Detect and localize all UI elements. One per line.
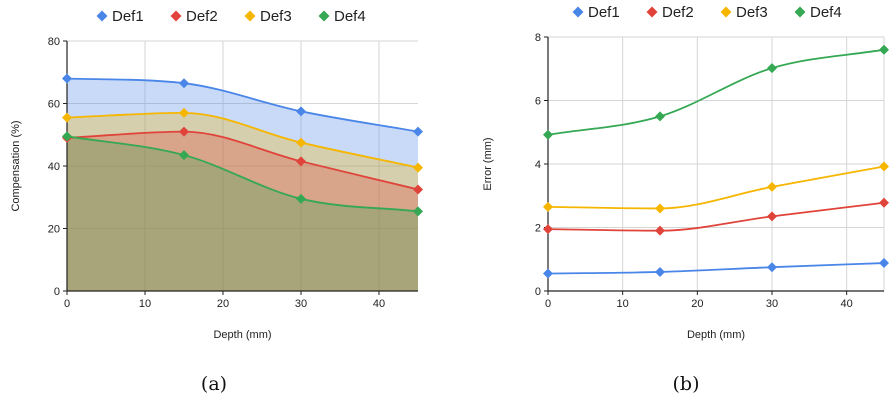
chart-a-legend-marker-def3 — [244, 10, 256, 22]
chart-a-point-def1 — [62, 73, 72, 84]
chart-b-point-def4 — [655, 111, 665, 122]
chart-a-line-def2 — [66, 130, 419, 191]
chart-b-legend-label-def2: Def2 — [662, 4, 694, 21]
chart-a-y-tick-label: 20 — [48, 224, 60, 236]
chart-a-point-def4 — [179, 150, 189, 161]
chart-b-x-axis-label: Depth (mm) — [687, 329, 745, 341]
chart-b-point-def2 — [655, 225, 665, 236]
chart-b-y-tick-label: 2 — [535, 223, 541, 235]
chart-a-y-tick-label: 0 — [54, 286, 60, 298]
chart-b-point-def4 — [543, 129, 553, 140]
chart-a: 0 10 20 30 40 0 20 40 60 80 Depth (mm) Compensation… — [10, 8, 423, 395]
chart-a-y-tick-label: 40 — [48, 161, 60, 173]
chart-a-legend-label-def1: Def1 — [112, 8, 144, 25]
chart-b-legend-label-def4: Def4 — [810, 4, 842, 21]
chart-b-y-tick-label: 6 — [535, 96, 541, 108]
chart-a-line-def3 — [66, 111, 419, 169]
chart-a-point-def2 — [413, 184, 423, 195]
chart-b-point-def2 — [767, 211, 777, 222]
chart-a-area-def3 — [67, 112, 418, 291]
chart-b-x-tick-label: 20 — [691, 298, 703, 310]
chart-a-caption: (a) — [201, 373, 227, 395]
chart-b-point-def1 — [655, 266, 665, 277]
chart-a-point-def4 — [413, 206, 423, 217]
chart-b-point-def3 — [767, 181, 777, 192]
chart-b-x-tick-label: 0 — [545, 298, 551, 310]
chart-b-point-def3 — [543, 201, 553, 212]
chart-a-point-def3 — [62, 112, 72, 123]
chart-a-legend-marker-def1 — [96, 10, 108, 22]
chart-b-point-def4 — [767, 63, 777, 74]
chart-b-point-def2 — [879, 197, 889, 208]
chart-a-point-def2 — [296, 156, 306, 167]
chart-a-y-tick-label: 60 — [48, 99, 60, 111]
chart-b-y-tick-label: 4 — [535, 159, 541, 171]
chart-a-point-def2 — [179, 126, 189, 137]
chart-b-legend-marker-def1 — [572, 6, 584, 18]
chart-b-line-def4 — [547, 48, 885, 136]
chart-a-point-def4 — [62, 131, 72, 142]
chart-b-y-axis-label: Error (mm) — [482, 137, 494, 190]
chart-a-legend-marker-def2 — [170, 10, 182, 22]
chart-b-line-def2 — [547, 201, 885, 232]
chart-b-y-tick-label: 8 — [535, 32, 541, 44]
chart-b-point-def1 — [879, 258, 889, 269]
chart-b-point-def3 — [879, 161, 889, 172]
chart-a-x-tick-label: 10 — [139, 298, 151, 310]
chart-a-point-def3 — [179, 107, 189, 118]
chart-b-point-def3 — [655, 203, 665, 214]
chart-a-legend-label-def3: Def3 — [260, 8, 292, 25]
chart-b-legend-label-def3: Def3 — [736, 4, 768, 21]
chart-b-point-def1 — [543, 268, 553, 279]
chart-a-area-def2 — [67, 131, 418, 291]
chart-b-point-def2 — [543, 224, 553, 235]
chart-a-legend-marker-def4 — [318, 10, 330, 22]
chart-a-x-tick-label: 20 — [217, 298, 229, 310]
chart-a-point-def3 — [296, 137, 306, 148]
chart-a-point-def1 — [296, 106, 306, 117]
chart-a-line-def4 — [66, 135, 419, 213]
chart-a-point-def3 — [413, 162, 423, 173]
chart-a-line-def1 — [66, 77, 419, 133]
chart-b-x-tick-label: 10 — [617, 298, 629, 310]
chart-a-legend-label-def4: Def4 — [334, 8, 366, 25]
chart-a-legend-label-def2: Def2 — [186, 8, 218, 25]
chart-a-area-def4 — [67, 136, 418, 291]
chart-a-x-axis-label: Depth (mm) — [213, 329, 271, 341]
chart-a-y-axis-label: Compensation (%) — [10, 120, 22, 211]
chart-a-point-def1 — [413, 126, 423, 137]
chart-b-legend-marker-def4 — [794, 6, 806, 18]
chart-b-point-def1 — [767, 262, 777, 273]
chart-a-point-def4 — [296, 193, 306, 204]
chart-b: 0 10 20 30 40 0 2 4 6 8 Depth (mm) Error (mm) Def1 De… — [482, 4, 889, 395]
chart-b-x-tick-label: 40 — [841, 298, 853, 310]
chart-b-legend-label-def1: Def1 — [588, 4, 620, 21]
chart-b-caption: (b) — [673, 373, 700, 395]
chart-b-legend-marker-def3 — [720, 6, 732, 18]
chart-a-y-tick-label: 80 — [48, 36, 60, 48]
chart-a-x-tick-label: 40 — [373, 298, 385, 310]
chart-b-point-def4 — [879, 44, 889, 55]
chart-b-x-tick-label: 30 — [766, 298, 778, 310]
chart-b-y-tick-label: 0 — [535, 286, 541, 298]
chart-b-line-def3 — [547, 165, 885, 210]
chart-a-x-tick-label: 30 — [295, 298, 307, 310]
chart-a-point-def1 — [179, 78, 189, 89]
chart-b-legend-marker-def2 — [646, 6, 658, 18]
chart-b-line-def1 — [547, 262, 885, 275]
chart-a-x-tick-label: 0 — [64, 298, 70, 310]
